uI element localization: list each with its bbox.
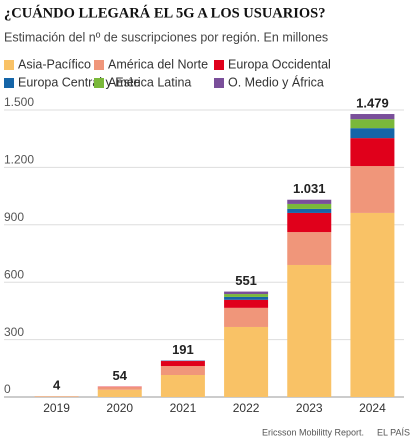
x-tick-label: 2021: [170, 401, 197, 415]
bar-segment: [350, 166, 395, 213]
bar-segment: [287, 208, 332, 213]
x-tick-label: 2020: [106, 401, 133, 415]
y-tick-label: 600: [4, 267, 24, 281]
bar-segment: [287, 212, 332, 233]
legend-swatch: [214, 60, 224, 70]
legend-swatch: [94, 78, 104, 88]
bar-segment: [224, 326, 269, 397]
bar-segment: [350, 114, 395, 120]
y-tick-label: 0: [4, 382, 11, 396]
legend-label: América del Norte: [108, 57, 208, 71]
bar-segment: [350, 212, 395, 397]
x-tick-label: 2022: [233, 401, 260, 415]
legend-swatch: [94, 60, 104, 70]
bar-segment: [224, 299, 269, 308]
legend-swatch: [4, 78, 14, 88]
bar-segment: [160, 361, 205, 367]
legend-swatch: [214, 78, 224, 88]
bar-segment: [287, 232, 332, 265]
bar-segment: [224, 307, 269, 327]
total-label: 4: [53, 378, 61, 393]
legend-label: Asia-Pacífico: [18, 57, 91, 71]
bar-segment: [160, 366, 205, 375]
x-tick-label: 2023: [296, 401, 323, 415]
y-tick-label: 900: [4, 210, 24, 224]
legend-label: Europa Occidental: [228, 57, 331, 71]
chart-subtitle: Estimación del nº de suscripciones por r…: [4, 30, 328, 44]
legend-label: Europa Central y Este: [18, 75, 140, 89]
legend-label: O. Medio y África: [228, 74, 324, 89]
total-label: 191: [172, 342, 194, 357]
x-tick-label: 2024: [359, 401, 386, 415]
total-label: 1.031: [293, 181, 326, 196]
bar-segment: [160, 374, 205, 397]
chart-title: ¿CUÁNDO LLEGARÁ EL 5G A LOS USUARIOS?: [4, 4, 326, 21]
bar-segment: [350, 128, 395, 139]
legend-label: América Latina: [108, 75, 191, 89]
bar-segment: [287, 203, 332, 209]
bar-segment: [224, 296, 269, 300]
total-label: 54: [113, 368, 128, 383]
total-label: 551: [235, 273, 257, 288]
bar-segment: [350, 138, 395, 167]
source: Ericsson Mobilitty Report.: [262, 427, 364, 437]
bar-segment: [287, 199, 332, 204]
bar-segment: [350, 119, 395, 129]
legend-swatch: [4, 60, 14, 70]
y-tick-label: 1.500: [4, 95, 34, 109]
bar-segment: [224, 291, 269, 295]
y-tick-label: 1.200: [4, 153, 34, 167]
bar-segment: [287, 264, 332, 397]
bar-segment: [224, 294, 269, 297]
bar-segment: [97, 389, 142, 397]
credit: EL PAÍS: [377, 427, 410, 437]
total-label: 1.479: [356, 95, 389, 110]
x-tick-label: 2019: [43, 401, 70, 415]
y-tick-label: 300: [4, 325, 24, 339]
bar-segment: [97, 387, 142, 390]
